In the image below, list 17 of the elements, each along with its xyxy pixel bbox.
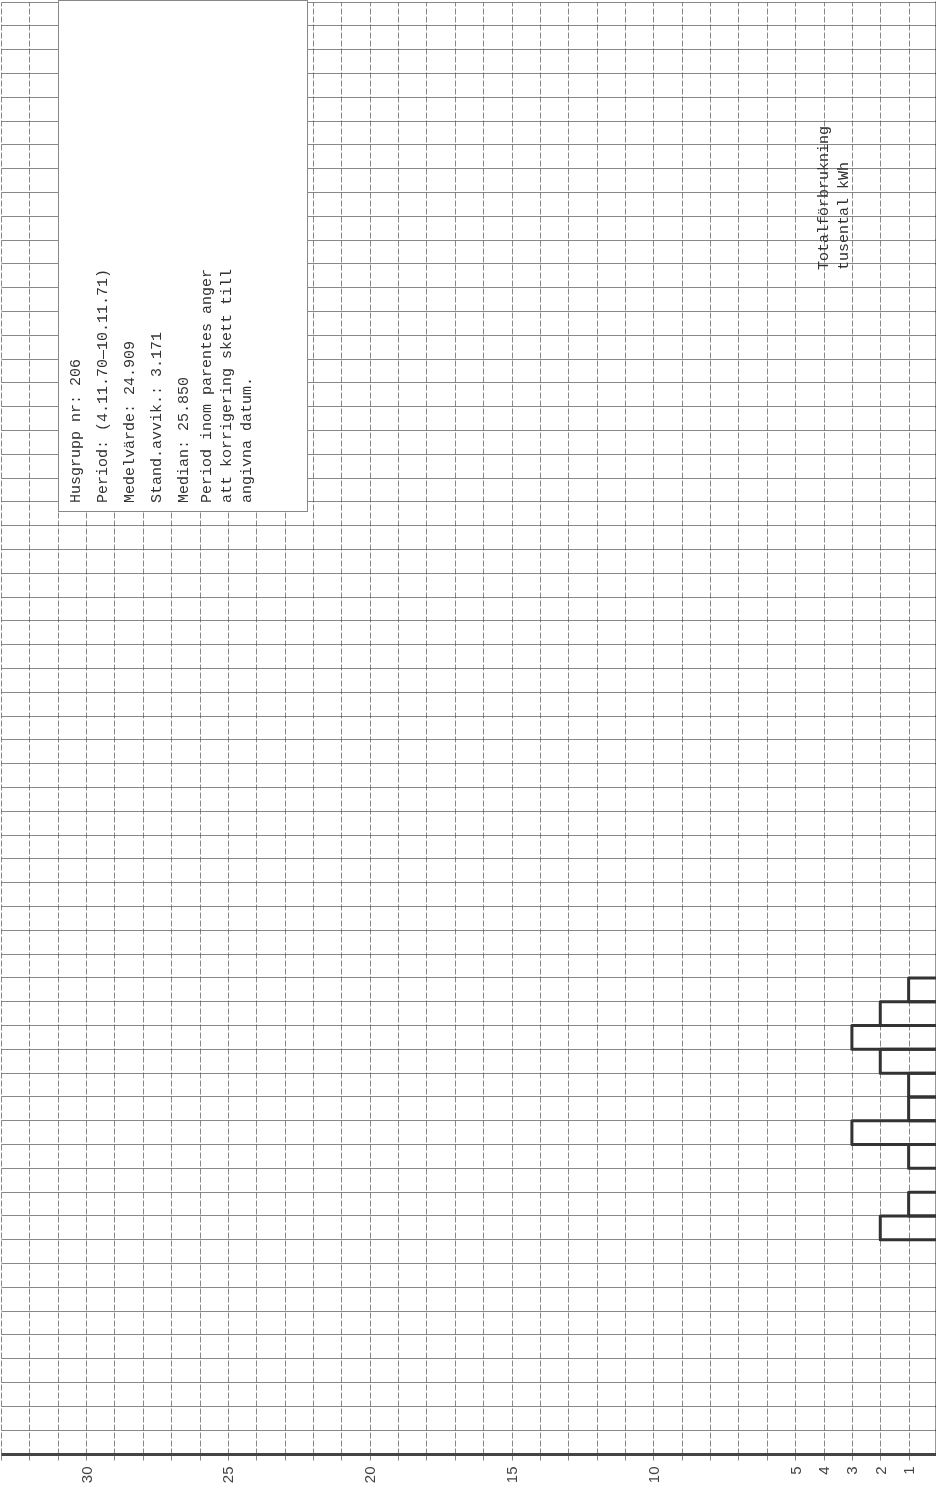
x-tick-label: 30 [77, 1466, 95, 1484]
annotation: Period inom parentes anger att korrigering skett till angivna datum. [198, 267, 257, 503]
x-tick-label: 1 [900, 1466, 918, 1475]
x-tick-label: 10 [644, 1466, 662, 1484]
x-tick-label: 5 [786, 1466, 804, 1475]
annotation: Husgrupp nr: 206 [67, 357, 86, 503]
y-axis-title: Totalförbrukning tusental kWh [815, 124, 854, 270]
x-tick-label: 4 [815, 1466, 833, 1475]
annotation: Period: (4.11.70—10.11.71) [94, 267, 113, 503]
x-tick-label: 15 [503, 1466, 521, 1484]
x-tick-label: 25 [219, 1466, 237, 1484]
annotation: Median: 25.850 [175, 375, 194, 503]
annotation: Medelvärde: 24.909 [121, 339, 140, 503]
x-tick-label: 2 [871, 1466, 889, 1475]
x-tick-label: 20 [361, 1466, 379, 1484]
x-tick-label: 3 [843, 1466, 861, 1475]
annotation: Stand.avvik.: 3.171 [148, 330, 167, 503]
